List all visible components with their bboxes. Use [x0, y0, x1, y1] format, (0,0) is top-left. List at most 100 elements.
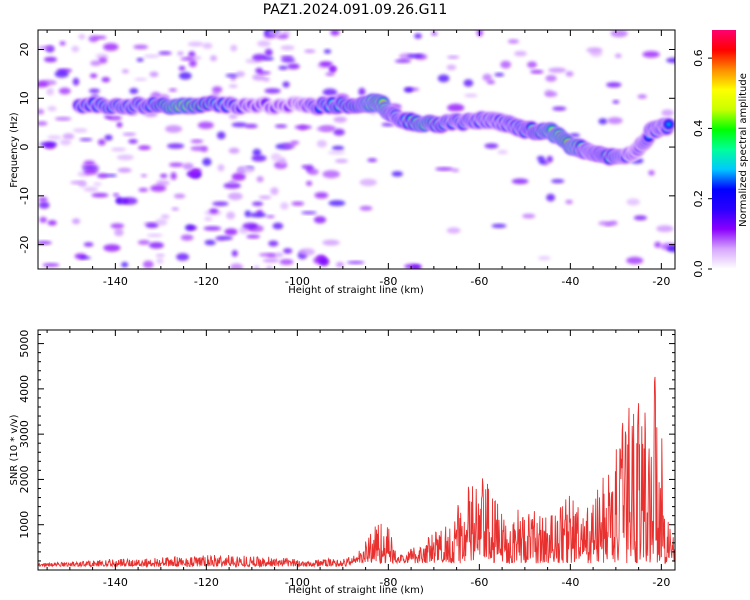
- spectrogram-cell: [325, 72, 335, 76]
- spectrogram-cell: [91, 193, 109, 198]
- spectrogram-cell: [202, 157, 212, 166]
- x-tick-label: -80: [379, 275, 397, 288]
- spectrogram-cell: [231, 250, 238, 257]
- spectrogram-cell: [414, 33, 422, 39]
- spectrogram-cell: [136, 58, 144, 62]
- spectrogram-cell: [446, 64, 457, 71]
- spectrogram-cell: [614, 53, 622, 58]
- spectrogram-cell: [258, 253, 276, 257]
- y-tick-label: 3000: [18, 420, 31, 448]
- spectrogram-cell: [327, 150, 346, 155]
- x-tick-label: -20: [652, 576, 670, 589]
- spectrogram-cell: [283, 248, 293, 254]
- spectrogram-cell: [62, 133, 75, 140]
- spectrogram-cell: [359, 205, 373, 211]
- spectrogram-cell: [228, 113, 238, 119]
- spectrogram-cell: [215, 235, 233, 241]
- spectrogram-cell: [79, 256, 91, 260]
- y-tick-label: -10: [18, 187, 31, 205]
- spectrogram-cell: [104, 114, 113, 119]
- spectrogram-cell: [204, 239, 216, 246]
- spectrogram-cell: [230, 44, 238, 52]
- spectrogram-cell: [606, 82, 622, 88]
- spectrogram-cell: [231, 122, 248, 128]
- spectrogram-cell: [264, 88, 281, 94]
- spectrogram-cell: [500, 60, 512, 69]
- spectrogram-cell: [38, 241, 52, 245]
- spectrogram-cell: [138, 187, 149, 192]
- spectrogram-cell: [122, 132, 136, 136]
- spectrogram-cell: [81, 164, 99, 169]
- spectrogram-cell: [322, 239, 340, 246]
- spectrogram-cell: [322, 88, 338, 96]
- spectrogram-cell: [149, 71, 159, 78]
- x-tick-label: -20: [652, 275, 670, 288]
- spectrogram-cell: [225, 73, 239, 78]
- spectrogram-cell: [110, 223, 125, 229]
- spectrogram-cell: [607, 117, 623, 125]
- spectrogram-cell: [335, 159, 348, 163]
- spectrogram-cell: [228, 147, 240, 154]
- spectrogram-cell: [612, 100, 620, 104]
- spectrogram-cell: [116, 154, 134, 161]
- spectrogram-cell: [229, 180, 237, 185]
- spectrogram-cell: [187, 225, 198, 230]
- spectrogram-cell: [83, 242, 94, 247]
- spectrogram-frame: [37, 29, 676, 270]
- spectrogram-cell: [264, 48, 273, 57]
- snr-panel: -140 -120 -100 -80 -60 -40 -20 1000 2000 3000 4000…: [9, 329, 676, 596]
- spectrogram-cell: [246, 234, 260, 239]
- spectrogram-cell: [329, 66, 337, 71]
- spectrogram-cell: [282, 142, 296, 149]
- spectrogram-cell: [93, 182, 102, 187]
- spectrogram-cell: [83, 168, 98, 175]
- spectrogram-cell: [381, 122, 395, 127]
- spectrogram-cell: [251, 201, 264, 206]
- spectrogram-cell: [133, 44, 149, 50]
- spectrogram-cell: [604, 222, 613, 227]
- spectrogram-cell: [142, 260, 154, 269]
- spectrogram-cell: [46, 87, 54, 96]
- spectrogram-cell: [212, 86, 223, 93]
- spectrogram-cell: [537, 256, 551, 261]
- spectrogram-cell: [314, 192, 329, 199]
- spectrogram-cell: [435, 167, 454, 171]
- spectrogram-cell: [546, 155, 553, 163]
- colorbar-tick-label: 0.6: [692, 49, 705, 67]
- spectrogram-cell: [287, 63, 300, 70]
- spectrogram-cell: [121, 69, 129, 74]
- x-tick-label: -100: [285, 576, 310, 589]
- x-tick-label: -140: [103, 576, 128, 589]
- spectrogram-cell: [209, 208, 219, 214]
- spectrogram-cell: [236, 166, 254, 174]
- spectrogram-cell: [134, 77, 148, 81]
- spectrogram-cell: [278, 157, 287, 166]
- snr-xlabel: Height of straight line (km): [288, 585, 424, 596]
- spectrogram-cell: [482, 73, 492, 81]
- spectrogram-cell: [266, 215, 275, 219]
- spectrogram-cell: [176, 253, 190, 261]
- spectrogram-cell: [58, 87, 71, 95]
- spectrogram-cell: [224, 228, 238, 236]
- spectrogram-cell: [270, 187, 279, 196]
- spectrogram-cell: [358, 87, 366, 96]
- spectrogram-cell: [491, 223, 507, 228]
- colorbar: 0.0 0.2 0.4 0.6 Normalized spectral amplitu…: [692, 30, 749, 278]
- spectrogram-cell: [204, 216, 213, 221]
- spectrogram-cell: [642, 51, 660, 58]
- spectrogram-cell: [47, 135, 62, 140]
- spectrogram-cell: [299, 248, 315, 256]
- spectrogram-cell: [217, 164, 225, 172]
- spectrogram-cell: [39, 216, 47, 223]
- x-tick-label: -40: [561, 576, 579, 589]
- y-tick-label: 1000: [18, 511, 31, 539]
- spectrogram-cell: [648, 170, 655, 176]
- spectrogram-cell: [598, 118, 608, 125]
- figure-title: PAZ1.2024.091.09.26.G11: [263, 2, 448, 18]
- spectrogram-cell: [146, 233, 163, 237]
- spectrogram-cell: [256, 176, 264, 183]
- spectrogram-cell: [586, 47, 603, 53]
- spectrogram-cell: [83, 160, 96, 166]
- spectrogram-cell: [319, 61, 333, 67]
